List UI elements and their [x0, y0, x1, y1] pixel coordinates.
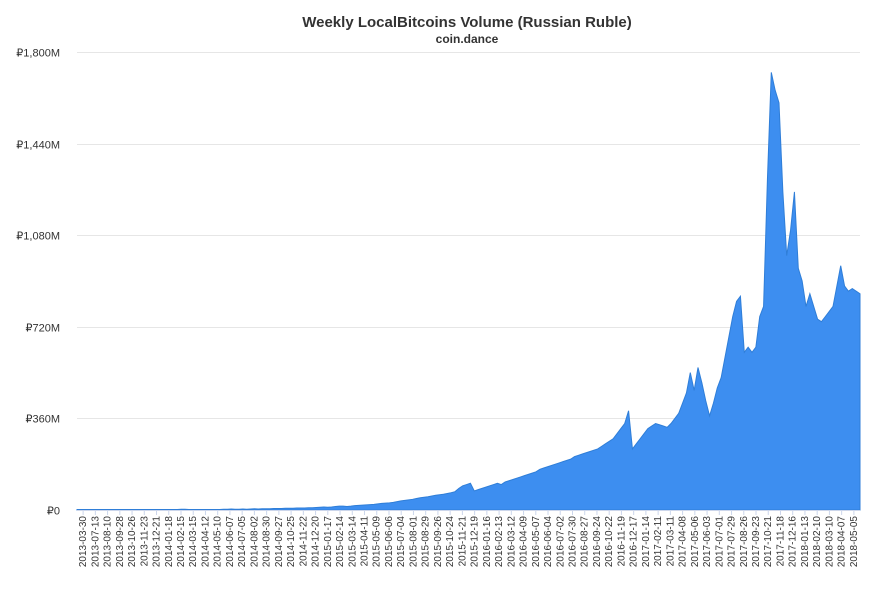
x-tick-label: 2013-11-23 — [139, 516, 150, 567]
x-tick-label: 2014-05-10 — [213, 516, 224, 568]
y-tick-label: ₽1,440M — [16, 140, 60, 152]
x-tick-label: 2017-08-26 — [739, 516, 750, 568]
x-tick-label: 2015-09-26 — [433, 516, 444, 568]
x-tick-label: 2018-04-07 — [837, 516, 848, 568]
x-tick-label: 2014-07-05 — [237, 516, 248, 568]
x-tick-label: 2017-06-03 — [702, 516, 713, 568]
y-tick-label: ₽720M — [25, 323, 60, 335]
x-tick-label: 2015-03-14 — [347, 516, 358, 568]
x-tick-label: 2016-06-04 — [543, 516, 554, 568]
x-tick-label: 2014-08-30 — [262, 516, 273, 568]
x-tick-label: 2017-03-11 — [665, 516, 676, 567]
x-tick-label: 2017-12-16 — [788, 516, 799, 568]
x-tick-label: 2018-03-10 — [824, 516, 835, 568]
x-tick-label: 2013-08-10 — [103, 516, 114, 568]
x-tick-label: 2013-07-13 — [90, 516, 101, 568]
y-tick-label: ₽0 — [47, 506, 60, 518]
x-tick-label: 2014-08-02 — [249, 516, 260, 568]
chart-subtitle: coin.dance — [436, 32, 499, 46]
x-tick-label: 2013-03-30 — [78, 516, 89, 568]
x-tick-label: 2015-08-01 — [408, 516, 419, 568]
x-tick-label: 2014-03-15 — [188, 516, 199, 568]
x-tick-label: 2017-07-29 — [727, 516, 738, 568]
x-tick-label: 2016-05-07 — [531, 516, 542, 568]
chart-title: Weekly LocalBitcoins Volume (Russian Rub… — [302, 14, 632, 31]
x-tick-label: 2014-09-27 — [274, 516, 285, 568]
x-tick-label: 2017-07-01 — [714, 516, 725, 568]
x-tick-label: 2017-11-18 — [775, 516, 786, 567]
x-tick-label: 2015-11-21 — [457, 516, 468, 567]
x-tick-label: 2015-10-24 — [445, 516, 456, 568]
x-tick-label: 2017-01-14 — [641, 516, 652, 568]
x-tick-label: 2018-01-13 — [800, 516, 811, 568]
x-tick-label: 2016-09-24 — [592, 516, 603, 568]
x-tick-label: 2014-11-22 — [298, 516, 309, 567]
x-tick-label: 2016-08-27 — [580, 516, 591, 568]
x-tick-label: 2015-02-14 — [335, 516, 346, 568]
x-tick-label: 2015-01-17 — [323, 516, 334, 568]
x-tick-label: 2013-09-28 — [115, 516, 126, 568]
x-tick-label: 2017-04-08 — [678, 516, 689, 568]
x-tick-label: 2015-12-19 — [470, 516, 481, 568]
x-tick-label: 2015-04-11 — [360, 516, 371, 567]
x-tick-label: 2015-07-04 — [396, 516, 407, 568]
y-tick-label: ₽1,800M — [16, 48, 60, 60]
x-tick-label: 2016-03-12 — [506, 516, 517, 568]
series-area[interactable] — [76, 72, 861, 511]
x-tick-label: 2013-12-21 — [152, 516, 163, 568]
x-tick-label: 2015-06-06 — [384, 516, 395, 568]
series-area-layer — [76, 72, 861, 511]
x-tick-label: 2016-02-13 — [494, 516, 505, 568]
x-tick-label: 2015-05-09 — [372, 516, 383, 568]
x-tick-label: 2016-07-30 — [567, 516, 578, 568]
x-tick-label: 2018-05-05 — [849, 516, 860, 568]
x-tick-label: 2016-10-22 — [604, 516, 615, 568]
x-tick-label: 2017-10-21 — [763, 516, 774, 568]
x-tick-label: 2014-10-25 — [286, 516, 297, 568]
x-tick-label: 2014-02-15 — [176, 516, 187, 568]
x-tick-label: 2016-12-17 — [629, 516, 640, 568]
y-tick-label: ₽360M — [25, 414, 60, 426]
x-tick-label: 2014-12-20 — [311, 516, 322, 568]
x-tick-label: 2014-01-18 — [164, 516, 175, 568]
x-tick-label: 2016-07-02 — [555, 516, 566, 568]
x-tick-label: 2018-02-10 — [812, 516, 823, 568]
x-tick-label: 2014-06-07 — [225, 516, 236, 568]
x-tick-label: 2016-11-19 — [616, 516, 627, 567]
axes — [77, 510, 860, 515]
y-tick-label: ₽1,080M — [16, 231, 60, 243]
x-tick-label: 2013-10-26 — [127, 516, 138, 568]
x-tick-label: 2016-01-16 — [482, 516, 493, 568]
x-tick-label: 2017-09-23 — [751, 516, 762, 568]
x-tick-label: 2016-04-09 — [519, 516, 530, 568]
x-tick-label: 2015-08-29 — [421, 516, 432, 568]
x-tick-label: 2014-04-12 — [200, 516, 211, 568]
x-tick-label: 2017-02-11 — [653, 516, 664, 567]
x-axis-tick-labels: 2013-03-30 2013-07-13 2013-08-10 2013-09-28… — [78, 516, 860, 568]
x-tick-label: 2017-05-06 — [690, 516, 701, 568]
y-axis-tick-labels: ₽0 ₽360M ₽720M ₽1,080M ₽1,440M ₽1,800M — [16, 48, 60, 518]
